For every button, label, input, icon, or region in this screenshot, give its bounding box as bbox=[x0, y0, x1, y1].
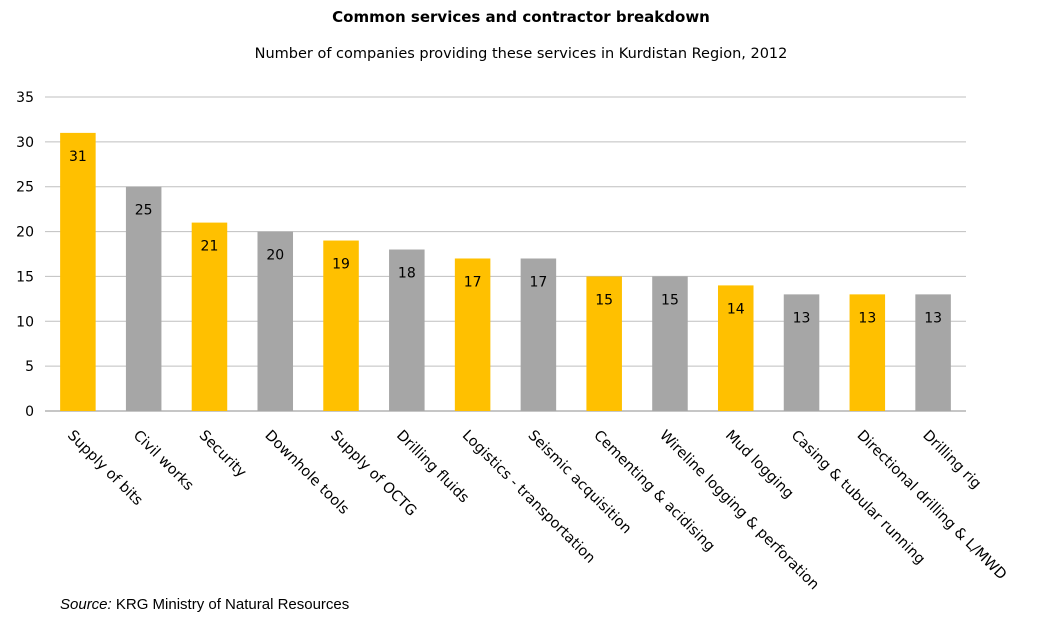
x-tick-label: Security bbox=[196, 428, 250, 482]
bar bbox=[60, 132, 96, 411]
data-label: 18 bbox=[398, 266, 416, 282]
chart-subtitle: Number of companies providing these serv… bbox=[254, 46, 788, 62]
bar bbox=[191, 222, 228, 411]
bar bbox=[849, 294, 886, 411]
data-label: 25 bbox=[135, 203, 153, 219]
bar bbox=[257, 231, 294, 411]
bar bbox=[520, 258, 557, 411]
y-tick-label: 35 bbox=[16, 90, 34, 106]
y-tick-label: 20 bbox=[16, 225, 34, 241]
bar bbox=[915, 294, 951, 411]
y-tick-label: 25 bbox=[16, 180, 34, 196]
data-label: 13 bbox=[793, 310, 811, 326]
data-label: 20 bbox=[266, 248, 284, 264]
bar bbox=[125, 186, 162, 411]
bars bbox=[60, 132, 951, 411]
x-tick-label: Civil works bbox=[130, 428, 197, 495]
data-label: 15 bbox=[661, 292, 679, 308]
source-label: Source: bbox=[60, 596, 112, 613]
bar bbox=[454, 258, 491, 411]
x-tick-label: Logistics - transportation bbox=[459, 428, 598, 567]
data-labels: 31 25 21 20 19 18 17 17 15 15 14 13 13 13 bbox=[69, 149, 942, 326]
y-tick-label: 5 bbox=[25, 359, 34, 375]
data-label: 13 bbox=[858, 310, 876, 326]
source-text: KRG Ministry of Natural Resources bbox=[111, 596, 350, 613]
chart-title: Common services and contractor breakdown bbox=[332, 8, 710, 26]
y-tick-label: 30 bbox=[16, 135, 34, 151]
x-tick-label: Casing & tubular running bbox=[788, 428, 928, 568]
y-tick-label: 15 bbox=[16, 269, 34, 285]
y-axis-tick-labels: 0 5 10 15 20 25 30 35 bbox=[16, 90, 34, 420]
x-tick-label: Mud logging bbox=[722, 428, 796, 502]
y-tick-label: 10 bbox=[16, 314, 34, 330]
data-label: 19 bbox=[332, 257, 350, 273]
bar bbox=[323, 240, 359, 411]
y-tick-label: 0 bbox=[25, 404, 34, 420]
data-label: 14 bbox=[727, 301, 745, 317]
bar bbox=[783, 294, 820, 411]
bar bbox=[717, 285, 754, 411]
bar bbox=[586, 276, 622, 411]
data-label: 15 bbox=[595, 292, 613, 308]
gridlines bbox=[45, 96, 966, 412]
bar bbox=[389, 249, 425, 411]
x-tick-label: Cementing & acidising bbox=[590, 428, 717, 555]
data-label: 21 bbox=[201, 239, 219, 255]
x-tick-label: Drilling rig bbox=[919, 428, 984, 493]
source-note: Source: KRG Ministry of Natural Resource… bbox=[60, 596, 349, 613]
data-label: 13 bbox=[924, 310, 942, 326]
data-label: 17 bbox=[529, 274, 547, 290]
bar bbox=[652, 276, 688, 411]
data-label: 31 bbox=[69, 149, 87, 165]
data-label: 17 bbox=[464, 274, 482, 290]
